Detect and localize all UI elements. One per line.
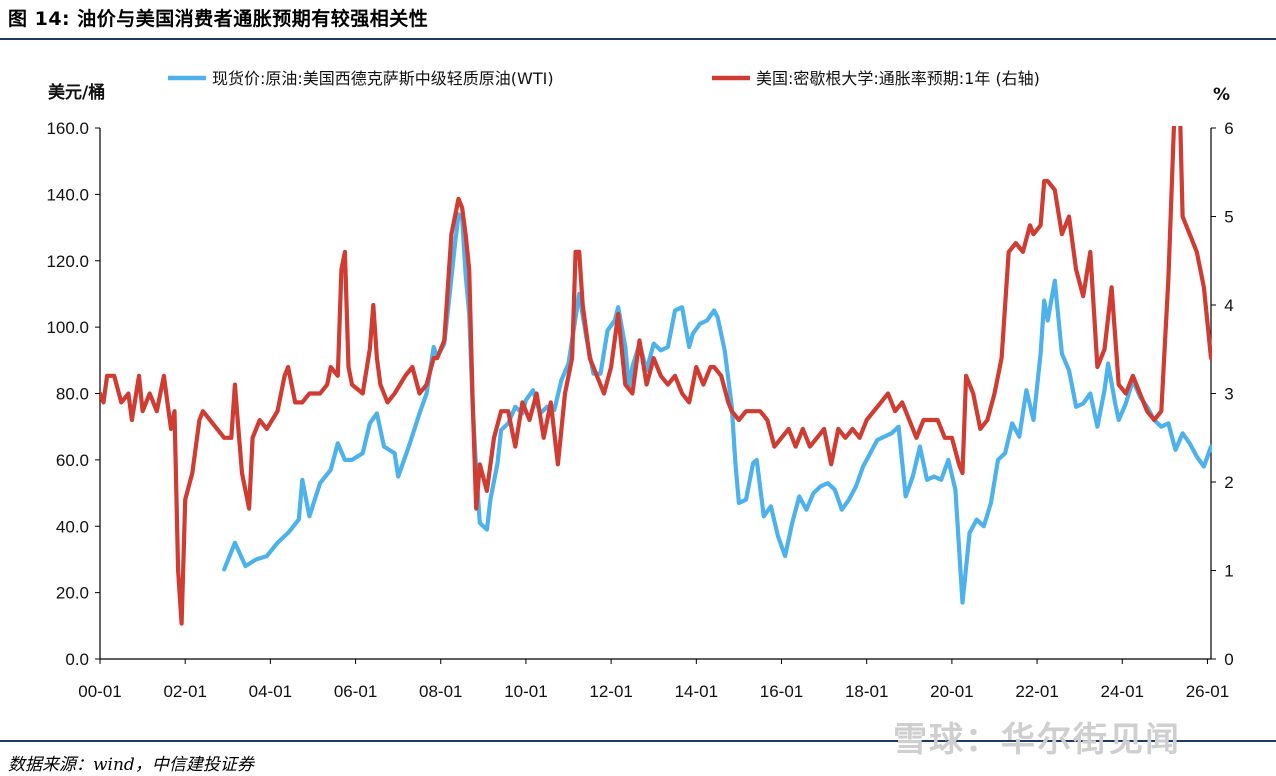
x-tick-label: 26-01 <box>1186 682 1229 701</box>
left-tick-label: 60.0 <box>56 451 89 470</box>
x-tick-label: 02-01 <box>163 682 206 701</box>
x-tick-label: 16-01 <box>760 682 803 701</box>
x-tick-label: 20-01 <box>930 682 973 701</box>
title-divider <box>0 38 1276 40</box>
left-tick-label: 140.0 <box>46 185 89 204</box>
x-tick-label: 04-01 <box>249 682 292 701</box>
watermark-logo: 雪球：华尔街见闻 <box>893 720 1181 760</box>
left-tick-label: 0.0 <box>65 650 89 669</box>
left-tick-label: 40.0 <box>56 517 89 536</box>
legend-label: 现货价:原油:美国西德克萨斯中级轻质原油(WTI) <box>212 69 554 88</box>
x-tick-label: 24-01 <box>1101 682 1144 701</box>
series-layer <box>100 126 1212 626</box>
right-tick-label: 6 <box>1224 119 1233 138</box>
right-tick-label: 2 <box>1224 473 1233 492</box>
right-axis-unit: % <box>1213 85 1230 105</box>
left-tick-label: 80.0 <box>56 385 89 404</box>
x-tick-label: 12-01 <box>589 682 632 701</box>
wti-price-line <box>222 212 1212 605</box>
left-tick-label: 120.0 <box>46 252 89 271</box>
legend-label: 美国:密歇根大学:通胀率预期:1年 (右轴) <box>756 69 1040 88</box>
right-tick-label: 5 <box>1224 208 1233 227</box>
x-tick-label: 00-01 <box>78 682 121 701</box>
left-tick-label: 20.0 <box>56 584 89 603</box>
footer-divider <box>0 740 1276 742</box>
x-tick-label: 22-01 <box>1015 682 1058 701</box>
right-tick-label: 3 <box>1224 385 1233 404</box>
right-tick-label: 0 <box>1224 650 1233 669</box>
inflation-expectation-line <box>100 126 1212 626</box>
axes-layer: 0.0 20.0 40.0 60.0 80.0 100.0 120.0 140.0 160.0 0… <box>46 82 1233 701</box>
right-tick-label: 4 <box>1224 296 1233 315</box>
x-tick-label: 06-01 <box>334 682 377 701</box>
left-tick-label: 160.0 <box>46 119 89 138</box>
source-note: 数据来源：wind，中信建投证券 <box>8 755 254 775</box>
x-tick-label: 18-01 <box>845 682 888 701</box>
x-tick-label: 14-01 <box>675 682 718 701</box>
left-tick-label: 100.0 <box>46 318 89 337</box>
right-tick-label: 1 <box>1224 562 1233 581</box>
legend: 现货价:原油:美国西德克萨斯中级轻质原油(WTI) 美国:密歇根大学:通胀率预期:… <box>168 69 1040 88</box>
figure-title: 图 14: 油价与美国消费者通胀预期有较强相关性 <box>8 8 429 30</box>
x-tick-label: 10-01 <box>504 682 547 701</box>
x-tick-label: 08-01 <box>419 682 462 701</box>
left-axis-unit: 美元/桶 <box>48 82 105 103</box>
